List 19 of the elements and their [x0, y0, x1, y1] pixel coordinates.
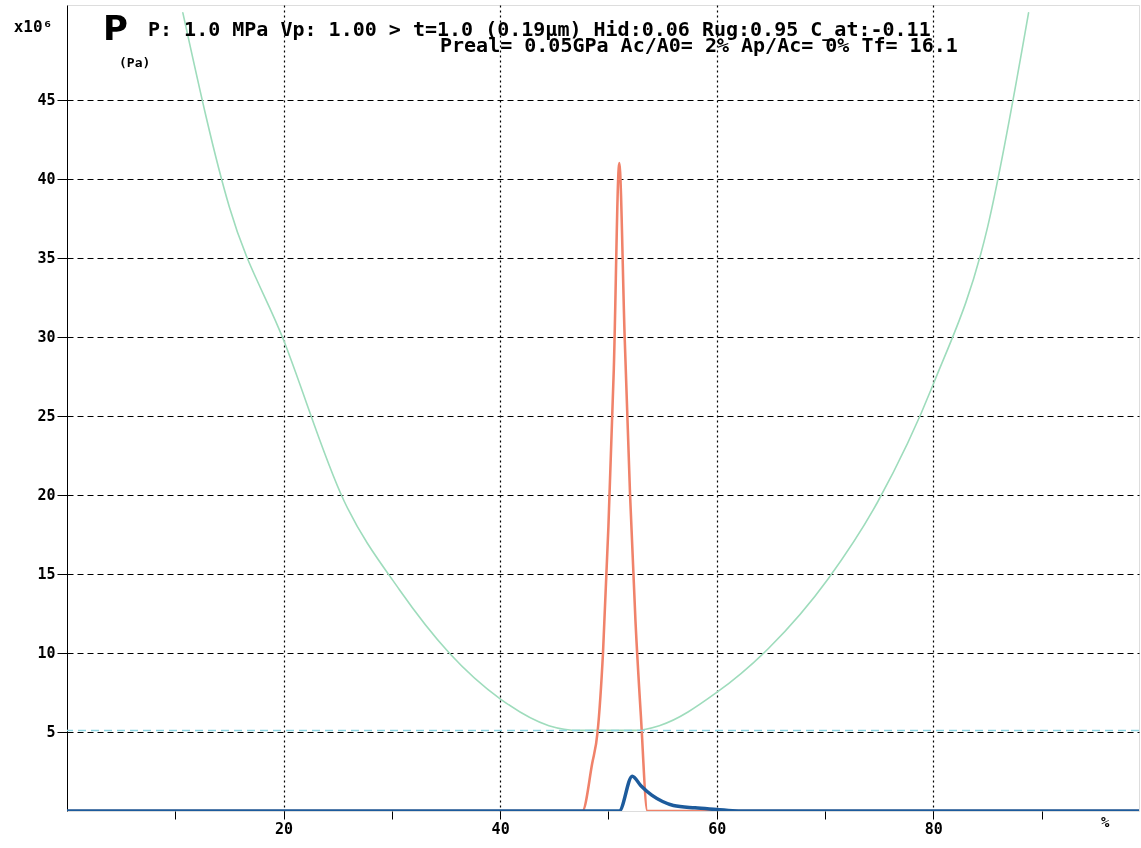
- x-tick-label: 20: [275, 819, 294, 838]
- y-tick-label: 20: [37, 486, 56, 505]
- annotation: (Pa): [119, 55, 151, 70]
- y-tick-label: 15: [37, 565, 56, 584]
- y-tick-label: 5: [46, 723, 56, 742]
- x-tick-label: 40: [491, 819, 510, 838]
- x-axis-title: %: [1101, 813, 1111, 830]
- x-tick-label: 60: [708, 819, 727, 838]
- text: x10⁶: [13, 17, 53, 36]
- line-series: [67, 774, 1139, 811]
- y-tick-label: 25: [37, 407, 56, 426]
- y-tick-label: 30: [37, 328, 56, 347]
- y-axis-title: P: [103, 7, 128, 48]
- y-tick-label: 40: [37, 170, 56, 189]
- y-tick-label: 45: [37, 91, 56, 110]
- line-series: [182, 12, 1030, 732]
- y-tick-label: 10: [37, 644, 56, 663]
- x-tick-label: 80: [924, 819, 943, 838]
- y-tick-label: 35: [37, 249, 56, 268]
